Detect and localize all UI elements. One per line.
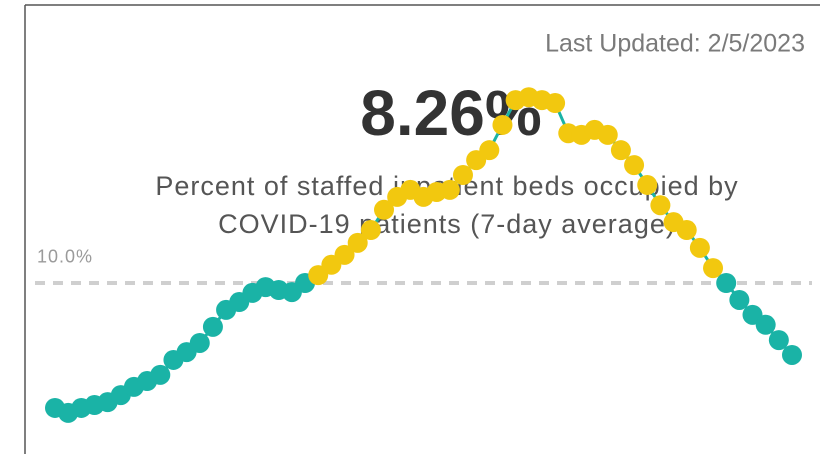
data-point (150, 364, 171, 385)
data-point (624, 155, 645, 176)
data-point (374, 199, 395, 220)
data-point (729, 289, 750, 310)
data-point (189, 332, 210, 353)
data-point (703, 258, 724, 279)
data-point (439, 179, 460, 200)
data-point (347, 232, 368, 253)
data-point (479, 140, 500, 161)
data-point (689, 237, 710, 258)
data-point (676, 220, 697, 241)
data-point (334, 244, 355, 265)
data-point (597, 124, 618, 145)
data-point (716, 272, 737, 293)
data-point (492, 114, 513, 135)
headline-value: 8.26% (360, 77, 541, 149)
data-point (545, 93, 566, 114)
data-point (452, 165, 473, 186)
data-point (360, 220, 381, 241)
data-point (202, 316, 223, 337)
data-point (755, 314, 776, 335)
subtitle-line: COVID-19 patients (7-day average) (218, 209, 676, 239)
last-updated: Last Updated: 2/5/2023 (545, 30, 805, 58)
data-point (650, 195, 671, 216)
data-point (782, 344, 802, 365)
data-point (637, 174, 658, 195)
reference-label: 10.0% (37, 247, 93, 267)
data-point (610, 140, 631, 161)
data-point (768, 330, 789, 351)
